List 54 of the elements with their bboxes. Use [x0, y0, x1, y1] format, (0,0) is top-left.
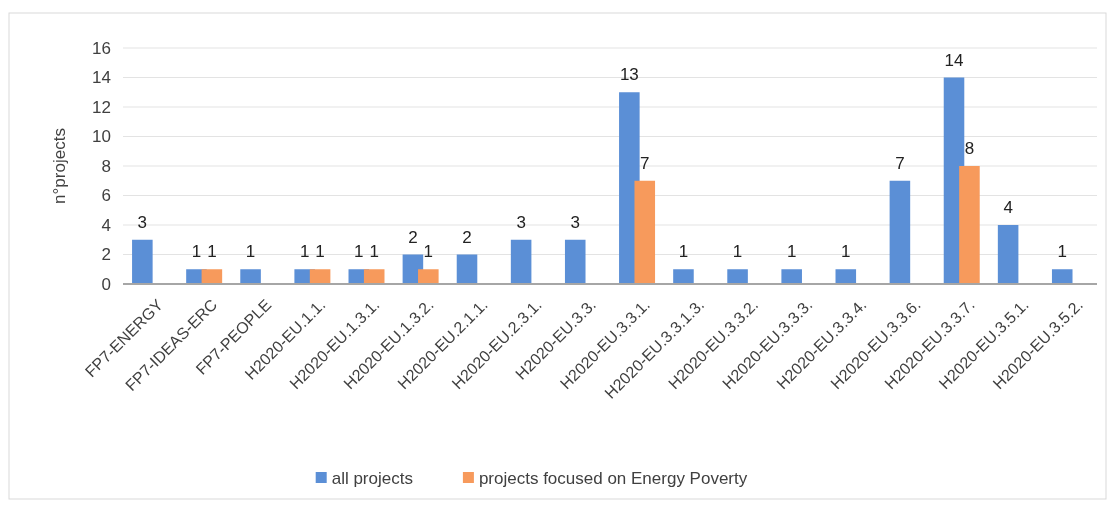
y-tick-label: 2	[101, 245, 111, 265]
bar	[889, 180, 911, 284]
y-tick-label: 14	[92, 68, 111, 88]
data-label: 1	[207, 242, 217, 262]
data-label: 7	[895, 153, 905, 173]
y-tick-label: 12	[92, 97, 111, 117]
bar	[363, 269, 385, 284]
data-label: 1	[299, 242, 310, 262]
data-label: 3	[516, 212, 526, 232]
data-label: 1	[245, 242, 256, 262]
legend-label: all projects	[331, 468, 413, 488]
y-tick-label: 8	[101, 156, 111, 176]
data-label: 14	[944, 50, 964, 70]
data-label: 7	[640, 153, 650, 173]
bar	[132, 239, 153, 284]
bar	[997, 225, 1019, 284]
data-label: 2	[408, 227, 418, 247]
data-label: 13	[619, 65, 639, 85]
bar	[418, 269, 439, 284]
bar	[727, 269, 748, 284]
bar	[564, 239, 586, 284]
data-label: 4	[1003, 198, 1013, 217]
bar	[201, 269, 223, 284]
bar	[959, 166, 980, 284]
bar	[309, 269, 331, 284]
y-tick-label: 6	[101, 186, 111, 206]
bar	[835, 269, 857, 284]
bar	[781, 269, 802, 284]
data-label: 1	[786, 242, 797, 262]
bar	[634, 180, 656, 284]
data-label: 1	[423, 242, 434, 262]
y-axis-title: n°projects	[50, 128, 69, 204]
bar	[673, 269, 694, 284]
bar	[456, 254, 478, 284]
y-tick-label: 16	[92, 38, 111, 58]
bar	[240, 269, 261, 284]
data-label: 1	[354, 242, 364, 262]
data-label: 1	[1057, 242, 1067, 262]
bar	[510, 239, 532, 284]
data-label: 1	[678, 242, 689, 262]
data-label: 1	[732, 242, 743, 262]
data-label: 3	[137, 212, 148, 232]
bar	[1051, 269, 1073, 284]
data-label: 1	[191, 242, 202, 262]
data-label: 1	[315, 242, 325, 262]
y-tick-label: 4	[101, 215, 111, 235]
data-label: 1	[369, 242, 379, 262]
data-label: 8	[964, 139, 975, 158]
data-label: 2	[462, 227, 472, 247]
data-label: 1	[841, 242, 851, 262]
y-tick-label: 0	[101, 274, 111, 294]
y-tick-label: 10	[92, 127, 111, 147]
legend-label: projects focused on Energy Poverty	[478, 468, 748, 488]
data-label: 3	[570, 212, 580, 232]
